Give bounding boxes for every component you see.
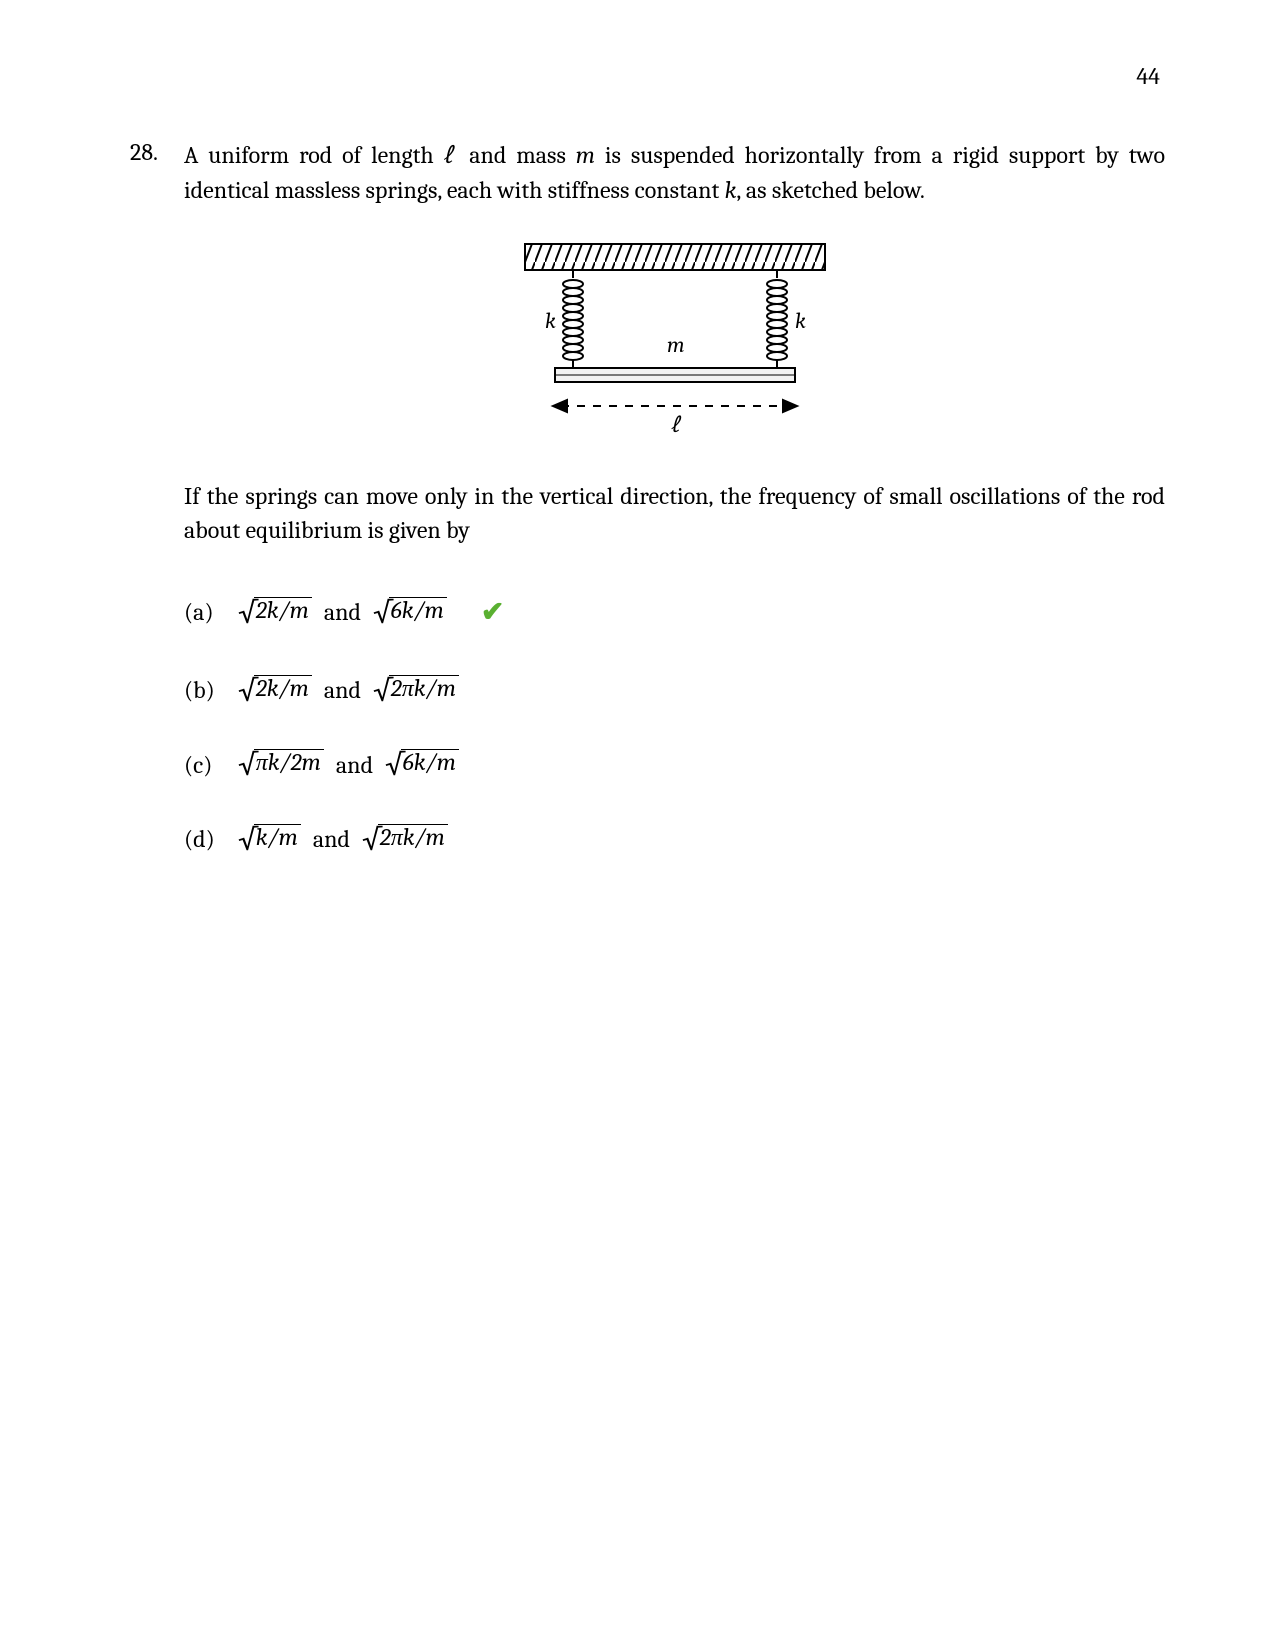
sqrt-icon: √2πk/m bbox=[373, 675, 459, 706]
sqrt-icon: √6k/m bbox=[373, 597, 447, 628]
option-a-r2: 6k/m bbox=[391, 596, 444, 624]
question-number: 28. bbox=[130, 138, 184, 897]
fig-label-k-right: k bbox=[795, 308, 806, 334]
option-a-expr: √2k/m and √6k/m ✔ bbox=[238, 592, 504, 633]
sqrt-icon: √6k/m bbox=[385, 749, 459, 780]
option-d-expr: √k/m and √2πk/m bbox=[238, 822, 448, 857]
option-d-r2: 2πk/m bbox=[380, 823, 445, 851]
sym-m: m bbox=[576, 141, 595, 169]
option-b-r2: 2πk/m bbox=[391, 674, 456, 702]
q-text-pre: A uniform rod of length bbox=[184, 141, 444, 169]
question-body: A uniform rod of length ℓ and mass m is … bbox=[184, 138, 1165, 897]
fig-label-ell: ℓ bbox=[671, 412, 682, 438]
option-d-label: (d) bbox=[184, 822, 238, 857]
sym-k: k bbox=[725, 176, 737, 204]
spring-rod-figure: k k m ℓ bbox=[495, 236, 855, 451]
option-d-conj: and bbox=[313, 822, 350, 857]
option-a-r1: 2k/m bbox=[256, 596, 309, 624]
question-sub-text: If the springs can move only in the vert… bbox=[184, 479, 1165, 549]
fig-label-k-left: k bbox=[545, 308, 556, 334]
option-b-expr: √2k/m and √2πk/m bbox=[238, 673, 459, 708]
option-c-r2: 6k/m bbox=[403, 748, 456, 776]
q-text-post: , as sketched below. bbox=[736, 176, 924, 204]
sqrt-icon: √2k/m bbox=[238, 597, 312, 628]
option-b-r1: 2k/m bbox=[256, 674, 309, 702]
option-c-expr: √πk/2m and √6k/m bbox=[238, 748, 459, 783]
option-b-label: (b) bbox=[184, 673, 238, 708]
option-c: (c) √πk/2m and √6k/m bbox=[184, 748, 1165, 783]
option-b: (b) √2k/m and √2πk/m bbox=[184, 673, 1165, 708]
sym-ell: ℓ bbox=[444, 141, 460, 169]
sqrt-icon: √πk/2m bbox=[238, 749, 324, 780]
option-d-r1: k/m bbox=[256, 823, 298, 851]
options-block: (a) √2k/m and √6k/m ✔ (b) √2k/m and √2πk… bbox=[184, 592, 1165, 857]
page-number: 44 bbox=[1136, 62, 1160, 90]
q-text-mid1: and mass bbox=[459, 141, 575, 169]
option-a-conj: and bbox=[324, 595, 361, 630]
option-a-label: (a) bbox=[184, 595, 238, 630]
option-c-label: (c) bbox=[184, 748, 238, 783]
option-c-r1: πk/2m bbox=[256, 748, 321, 776]
option-d: (d) √k/m and √2πk/m bbox=[184, 822, 1165, 857]
option-b-conj: and bbox=[324, 673, 361, 708]
option-a: (a) √2k/m and √6k/m ✔ bbox=[184, 592, 1165, 633]
fig-label-m: m bbox=[667, 332, 685, 358]
option-c-conj: and bbox=[336, 748, 373, 783]
page: 44 28. A uniform rod of length ℓ and mas… bbox=[0, 0, 1275, 1651]
sqrt-icon: √k/m bbox=[238, 824, 301, 855]
checkmark-icon: ✔ bbox=[481, 592, 504, 633]
sqrt-icon: √2πk/m bbox=[362, 824, 448, 855]
sqrt-icon: √2k/m bbox=[238, 675, 312, 706]
question-block: 28. A uniform rod of length ℓ and mass m… bbox=[130, 138, 1165, 897]
